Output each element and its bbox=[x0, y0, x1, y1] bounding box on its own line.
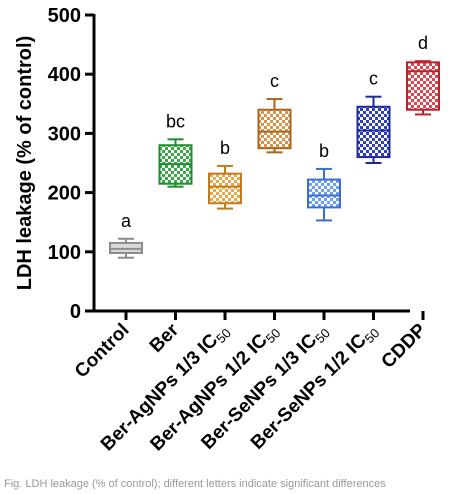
significance-label: c bbox=[270, 71, 279, 91]
y-tick-label: 200 bbox=[48, 183, 81, 205]
box-iqr bbox=[307, 178, 341, 209]
y-tick-label: 400 bbox=[48, 64, 81, 86]
x-category-label: Ber bbox=[146, 319, 184, 357]
box-7: d bbox=[406, 33, 440, 116]
significance-label: a bbox=[121, 211, 132, 231]
y-axis: 0 100 200 300 400 500 bbox=[48, 5, 96, 323]
x-category-label: Control bbox=[71, 320, 134, 383]
significance-label: b bbox=[319, 141, 329, 161]
x-category-label: CDDP bbox=[378, 319, 431, 372]
box-6: c bbox=[356, 69, 391, 164]
y-axis-title: LDH leakage (% of control) bbox=[14, 36, 36, 290]
y-tick-label: 100 bbox=[48, 242, 81, 264]
box-5: b bbox=[307, 141, 341, 222]
y-tick-label: 500 bbox=[48, 5, 81, 27]
significance-label: b bbox=[220, 138, 230, 158]
significance-label: c bbox=[369, 69, 378, 89]
box-3: b bbox=[208, 138, 242, 210]
box-4: c bbox=[257, 71, 292, 154]
y-tick-label: 300 bbox=[48, 123, 81, 145]
box-iqr bbox=[406, 61, 440, 111]
box-iqr bbox=[257, 108, 292, 150]
figure-caption: Fig. LDH leakage (% of control); differe… bbox=[4, 478, 386, 490]
box-1: a bbox=[109, 211, 143, 259]
box-iqr bbox=[208, 172, 242, 205]
box-2: bc bbox=[158, 111, 193, 188]
box-iqr bbox=[356, 105, 391, 159]
significance-label: bc bbox=[166, 111, 185, 131]
y-tick-label: 0 bbox=[70, 301, 81, 323]
significance-label: d bbox=[418, 33, 428, 53]
